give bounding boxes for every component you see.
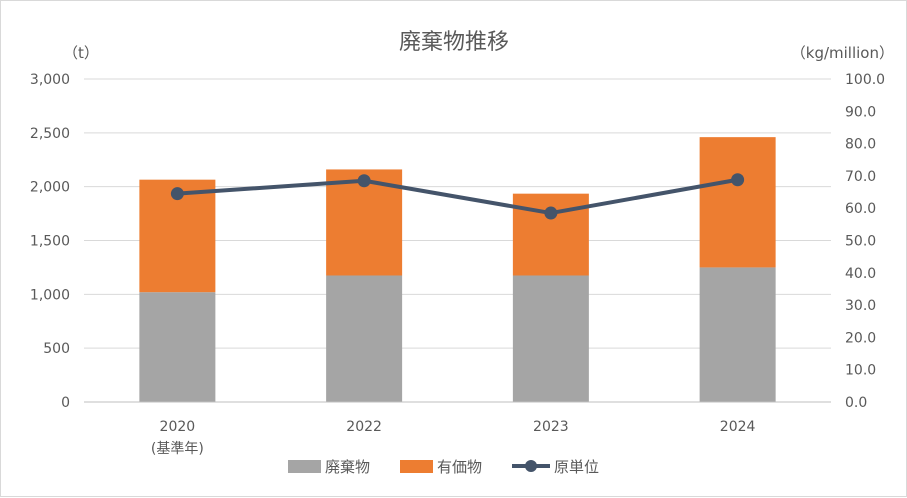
bars-layer [139, 137, 776, 402]
x-tick-label: 2023 [533, 419, 569, 435]
bar-waste [326, 275, 403, 402]
left-tick-label: 500 [43, 341, 70, 357]
legend-swatch [400, 460, 433, 473]
legend-label: 有価物 [437, 458, 482, 476]
chart-title: 廃棄物推移 [399, 30, 509, 55]
left-tick-label: 1,500 [30, 234, 70, 250]
right-tick-label: 100.0 [845, 72, 885, 88]
legend-label: 原単位 [554, 458, 599, 476]
right-tick-label: 0.0 [845, 395, 867, 411]
line-point [544, 206, 558, 220]
left-axis: 0 500 1,000 1,500 2,000 2,500 3,000 [30, 72, 70, 411]
left-tick-label: 1,000 [30, 287, 70, 303]
left-tick-label: 3,000 [30, 72, 70, 88]
right-tick-label: 90.0 [845, 104, 876, 120]
x-tick-label: 2022 [346, 419, 382, 435]
left-tick-label: 0 [61, 395, 70, 411]
x-tick-sublabel: (基準年) [151, 440, 204, 457]
legend: 廃棄物 有価物 原単位 [288, 458, 599, 476]
line-layer [170, 173, 745, 220]
x-tick-label: 2024 [720, 419, 756, 435]
left-tick-label: 2,500 [30, 126, 70, 142]
legend-swatch [288, 460, 321, 473]
right-tick-label: 10.0 [845, 363, 876, 379]
right-tick-label: 70.0 [845, 169, 876, 185]
line-point [170, 187, 184, 201]
line-point [731, 173, 745, 187]
right-tick-label: 80.0 [845, 137, 876, 153]
right-tick-label: 60.0 [845, 201, 876, 217]
x-tick-label: 2020 [160, 419, 196, 435]
right-tick-label: 30.0 [845, 298, 876, 314]
right-axis: 0.0 10.0 20.0 30.0 40.0 50.0 60.0 70.0 80.0 90.0 1… [845, 72, 885, 411]
bar-waste [699, 267, 776, 402]
left-axis-unit: （t） [63, 44, 99, 62]
right-axis-unit: （kg/million） [791, 44, 894, 62]
legend-marker [525, 460, 537, 472]
bar-valuables [512, 193, 589, 276]
x-axis: 2020 (基準年) 2022 2023 2024 [84, 401, 831, 457]
bar-waste [512, 275, 589, 402]
legend-label: 廃棄物 [325, 458, 370, 476]
line-intensity [177, 177, 738, 216]
right-tick-label: 50.0 [845, 234, 876, 250]
right-tick-label: 20.0 [845, 330, 876, 346]
right-tick-label: 40.0 [845, 266, 876, 282]
bar-waste [139, 292, 216, 402]
left-tick-label: 2,000 [30, 180, 70, 196]
bar-valuables [699, 137, 776, 268]
line-point [357, 174, 371, 188]
